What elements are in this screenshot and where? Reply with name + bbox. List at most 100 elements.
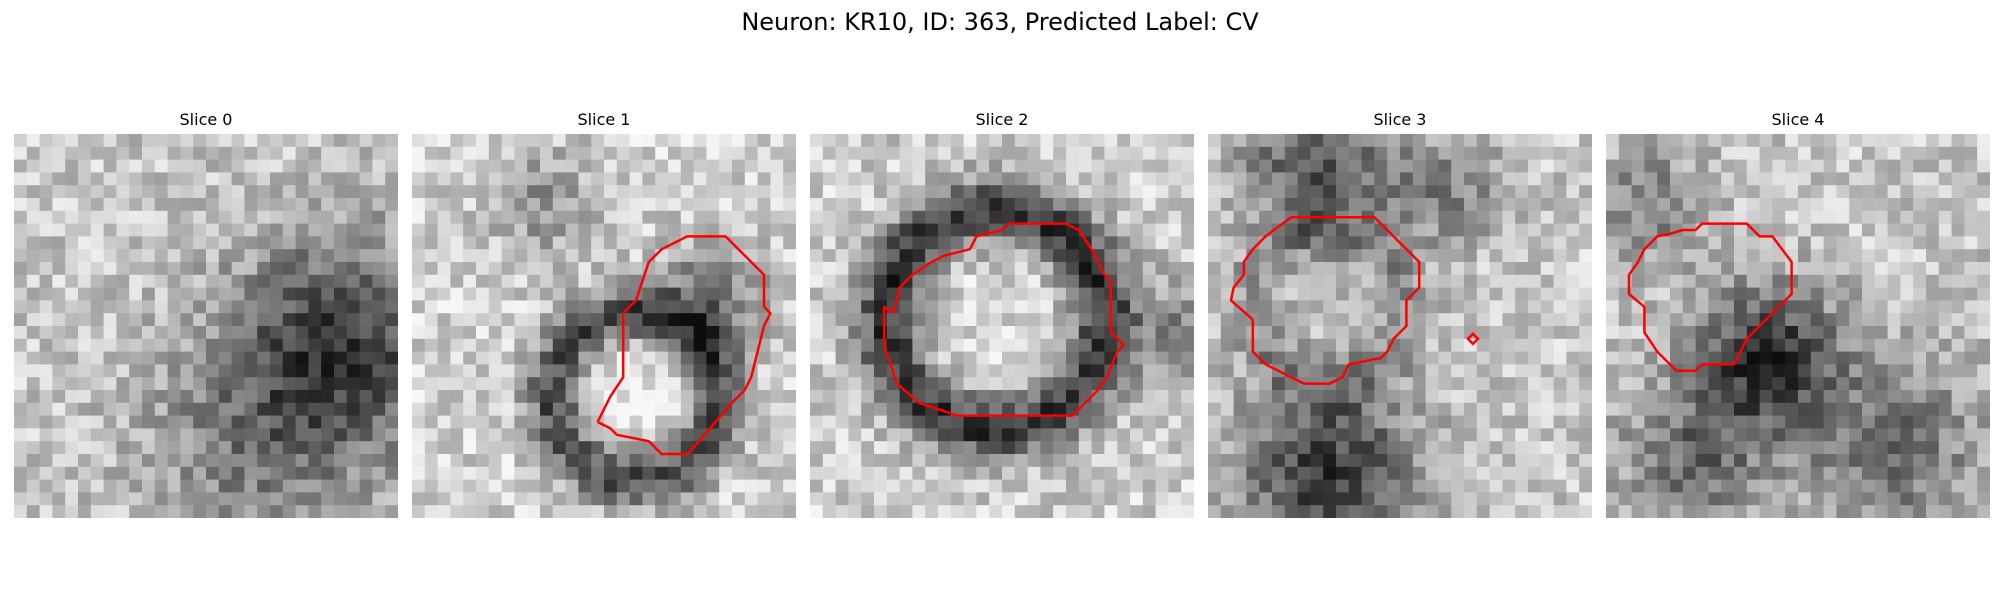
pixel [1887,159,1901,173]
pixel [1387,185,1401,199]
pixel [154,287,168,301]
pixel [1246,134,1260,148]
pixel [1220,274,1234,288]
pixel [886,274,900,288]
pixel [501,262,515,276]
pixel [103,313,117,327]
pixel [1734,313,1748,327]
pixel [1836,146,1850,160]
pixel [1502,377,1516,391]
pixel [270,377,284,391]
pixel [1208,249,1222,263]
pixel [103,326,117,340]
pixel [1695,466,1709,480]
pixel [1631,210,1645,224]
pixel [1540,210,1554,224]
pixel [976,198,990,212]
pixel [680,274,694,288]
pixel [1476,351,1490,365]
pixel [1040,390,1054,404]
pixel [604,338,618,352]
pixel [1913,236,1927,250]
pixel [142,249,156,263]
pixel [282,146,296,160]
pixel [912,159,926,173]
pixel [1027,466,1041,480]
pixel [938,479,952,493]
pixel [424,287,438,301]
pixel [218,326,232,340]
pixel [1670,172,1684,186]
pixel [1695,390,1709,404]
pixel [1078,134,1092,148]
pixel [1708,454,1722,468]
pixel [1657,466,1671,480]
pixel [385,466,398,480]
pixel [1977,492,1990,506]
pixel [757,146,771,160]
pixel [822,146,836,160]
pixel [1553,236,1567,250]
pixel [925,185,939,199]
pixel [1682,185,1696,199]
pixel [78,428,92,442]
pixel [1823,454,1837,468]
pixel [1746,198,1760,212]
pixel [1553,159,1567,173]
pixel [642,326,656,340]
pixel [308,172,322,186]
pixel [1785,210,1799,224]
pixel [488,338,502,352]
pixel [26,134,40,148]
pixel [886,249,900,263]
pixel [372,262,386,276]
pixel [1874,236,1888,250]
pixel [52,415,66,429]
pixel [874,454,888,468]
pixel [321,377,335,391]
pixel [1515,338,1529,352]
pixel [14,428,28,442]
pixel [835,262,849,276]
pixel [950,172,964,186]
pixel [1887,249,1901,263]
pixel [359,428,373,442]
pixel [90,428,104,442]
pixel [1155,146,1169,160]
pixel [1181,185,1194,199]
pixel [1772,249,1786,263]
pixel [783,274,796,288]
pixel [1259,313,1273,327]
pixel [1977,287,1990,301]
pixel [1913,210,1927,224]
pixel [257,492,271,506]
pixel [591,351,605,365]
pixel [1618,364,1632,378]
pixel [1734,492,1748,506]
pixel [1246,351,1260,365]
pixel [1310,262,1324,276]
pixel [193,415,207,429]
pixel [1361,326,1375,340]
pixel [886,313,900,327]
pixel [346,313,360,327]
pixel [1400,172,1414,186]
pixel [1759,210,1773,224]
pixel [1900,377,1914,391]
pixel [925,172,939,186]
pixel [1425,223,1439,237]
pixel [1181,415,1194,429]
pixel [744,249,758,263]
pixel [989,492,1003,506]
pixel [1027,223,1041,237]
pixel [976,338,990,352]
pixel [1553,326,1567,340]
pixel [1336,326,1350,340]
pixel [1220,223,1234,237]
pixel [321,146,335,160]
pixel [629,479,643,493]
pixel [1208,198,1222,212]
pixel [1476,249,1490,263]
pixel [1708,428,1722,442]
pixel [1951,313,1965,327]
